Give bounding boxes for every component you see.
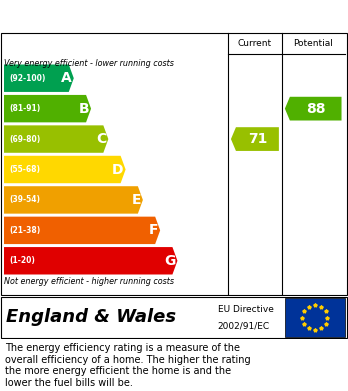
Text: the more energy efficient the home is and the: the more energy efficient the home is an… (5, 366, 231, 377)
Text: (21-38): (21-38) (9, 226, 40, 235)
Text: Current: Current (238, 38, 272, 47)
Text: (81-91): (81-91) (9, 104, 40, 113)
Text: G: G (164, 254, 175, 268)
Text: The energy efficiency rating is a measure of the: The energy efficiency rating is a measur… (5, 343, 240, 353)
Text: Very energy efficient - lower running costs: Very energy efficient - lower running co… (4, 59, 174, 68)
Polygon shape (4, 186, 143, 213)
Polygon shape (231, 127, 279, 151)
Polygon shape (285, 97, 341, 120)
Text: 88: 88 (307, 102, 326, 116)
Text: B: B (78, 102, 89, 116)
Text: Not energy efficient - higher running costs: Not energy efficient - higher running co… (4, 278, 174, 287)
Text: C: C (96, 132, 106, 146)
Text: (92-100): (92-100) (9, 74, 45, 83)
Polygon shape (4, 65, 74, 92)
Text: A: A (61, 71, 72, 85)
Polygon shape (4, 95, 91, 122)
Text: EU Directive: EU Directive (218, 305, 274, 314)
Text: 71: 71 (248, 132, 268, 146)
Text: E: E (132, 193, 141, 207)
Bar (285, 298, 345, 337)
Polygon shape (4, 247, 177, 274)
Text: England & Wales: England & Wales (6, 308, 176, 326)
Text: D: D (112, 163, 124, 176)
Text: (1-20): (1-20) (9, 256, 35, 265)
Text: lower the fuel bills will be.: lower the fuel bills will be. (5, 378, 133, 388)
Text: 2002/91/EC: 2002/91/EC (218, 322, 270, 331)
Polygon shape (4, 156, 126, 183)
Text: Energy Efficiency Rating: Energy Efficiency Rating (10, 9, 232, 23)
Polygon shape (4, 217, 160, 244)
Text: (69-80): (69-80) (9, 135, 40, 143)
Text: (55-68): (55-68) (9, 165, 40, 174)
Text: Potential: Potential (293, 38, 333, 47)
Text: F: F (149, 223, 158, 237)
Polygon shape (4, 126, 108, 153)
Text: overall efficiency of a home. The higher the rating: overall efficiency of a home. The higher… (5, 355, 251, 365)
Text: (39-54): (39-54) (9, 196, 40, 204)
